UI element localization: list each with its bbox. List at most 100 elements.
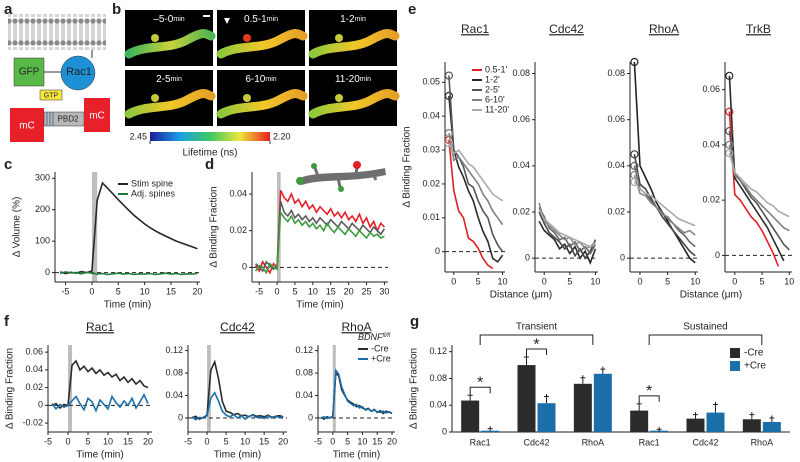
chart-title: Cdc42 [220, 320, 255, 334]
y-tick-label: 0.04 [429, 400, 447, 410]
first-point [630, 161, 639, 170]
dendrite [124, 89, 216, 119]
x-tick-label: 0 [732, 276, 737, 286]
y-tick-label: 0.04 [512, 160, 530, 170]
x-tick-label: RhoA [582, 437, 605, 447]
x-tick-label: 0 [89, 286, 94, 296]
bar [762, 421, 781, 432]
first-point [725, 140, 734, 149]
y-tick-label: 0.02 [422, 178, 440, 188]
image-label-unit: min [173, 16, 184, 23]
error-bar [600, 366, 606, 374]
x-tick-label: 0 [542, 276, 547, 286]
y-tick-label: 0 [620, 253, 625, 263]
group-bracket [479, 334, 594, 345]
first-point [630, 177, 639, 187]
gfp-box [13, 57, 45, 87]
y-tick-label: 0 [178, 412, 183, 422]
panel-label: g [410, 313, 419, 330]
colorbar-label: Lifetime (ns) [182, 148, 237, 159]
x-tick-label: 5 [345, 436, 350, 446]
series-line [448, 132, 504, 226]
gtp-label: GTP [44, 92, 59, 99]
legend-title: BDNFfl/fl [358, 332, 391, 342]
spine [335, 94, 343, 102]
y-tick-label: 200 [35, 204, 50, 214]
error-bar [656, 426, 662, 432]
x-tick-label: 20 [344, 286, 354, 296]
x-tick-label: 0 [330, 436, 335, 446]
x-tick-label: RhoA [751, 437, 774, 447]
image-label-unit: min [355, 16, 366, 23]
arrowhead [224, 18, 230, 24]
x-axis-label: Time (min) [214, 450, 261, 461]
x-tick-label: 20 [387, 436, 397, 446]
sig-bracket [469, 386, 491, 394]
series-line [448, 142, 504, 202]
error-bar [693, 412, 698, 419]
x-tick-label: Rac1 [639, 437, 660, 447]
image-label-unit: min [267, 16, 278, 23]
gtp-box [39, 89, 63, 101]
image-label: 0.5-1min [244, 14, 278, 25]
y-tick-label: 0.04 [295, 390, 313, 400]
y-tick-label: 0.06 [702, 84, 720, 94]
x-tick-label: -5 [255, 286, 263, 296]
bar [706, 412, 725, 432]
x-tick-label: -5 [184, 436, 192, 446]
x-tick-label: 5 [116, 286, 121, 296]
mc-right-label: mC [89, 111, 105, 122]
y-axis-label: Δ Binding Fraction [209, 186, 220, 267]
y-tick-label: 0.04 [165, 390, 183, 400]
series-line [633, 165, 696, 248]
x-axis-label: Time (min) [76, 450, 123, 461]
x-tick-label: 15 [166, 286, 176, 296]
series-line [538, 220, 597, 265]
x-tick-label: 0 [275, 286, 280, 296]
x-tick-label: 15 [326, 286, 336, 296]
y-axis-label: Δ Volume (%) [12, 197, 23, 258]
legend-label: 6-10' [485, 94, 505, 104]
x-tick-label: Cdc42 [523, 437, 549, 447]
legend-label: +Cre [371, 353, 391, 363]
series-line [448, 95, 504, 263]
error-bar [524, 354, 529, 366]
bar [481, 430, 500, 432]
series-line [448, 139, 494, 270]
panel-label: a [4, 1, 13, 18]
dendrite-icon [296, 161, 386, 192]
dendrite [216, 29, 308, 59]
sig-bracket [526, 348, 547, 356]
spine [243, 34, 251, 42]
y-axis-label: Δ Binding Fraction [5, 348, 16, 429]
error-bar [769, 415, 775, 422]
legend-title-sup: fl/fl [383, 333, 391, 339]
series-line [60, 271, 198, 276]
x-tick-label: 20 [143, 436, 153, 446]
colorbar-left: 2.45 [129, 131, 147, 141]
x-axis-label: Time (min) [296, 300, 343, 311]
x-axis-label: Distance (μm) [680, 290, 742, 301]
y-tick-label: 0 [45, 267, 50, 277]
group-label: Sustained [683, 322, 727, 333]
image-label: 1-2min [340, 14, 366, 25]
image-label-unit: min [171, 76, 182, 83]
first-point [444, 139, 454, 148]
sig-marker: * [477, 374, 483, 391]
legend-swatch [730, 348, 740, 358]
x-tick-label: 5 [567, 276, 572, 286]
image-label: 6-10min [245, 74, 276, 85]
series-line [728, 152, 790, 218]
series-line [633, 181, 696, 227]
x-axis-label: Time (min) [333, 450, 380, 461]
first-point [444, 91, 454, 100]
y-tick-label: 0.05 [422, 77, 440, 87]
image-label: 11-20min [335, 74, 371, 85]
dendrite [308, 89, 400, 119]
x-tick-label: 0 [65, 436, 70, 446]
first-point [444, 129, 454, 138]
x-tick-label: 5 [665, 276, 670, 286]
y-tick-label: 0 [435, 246, 440, 256]
